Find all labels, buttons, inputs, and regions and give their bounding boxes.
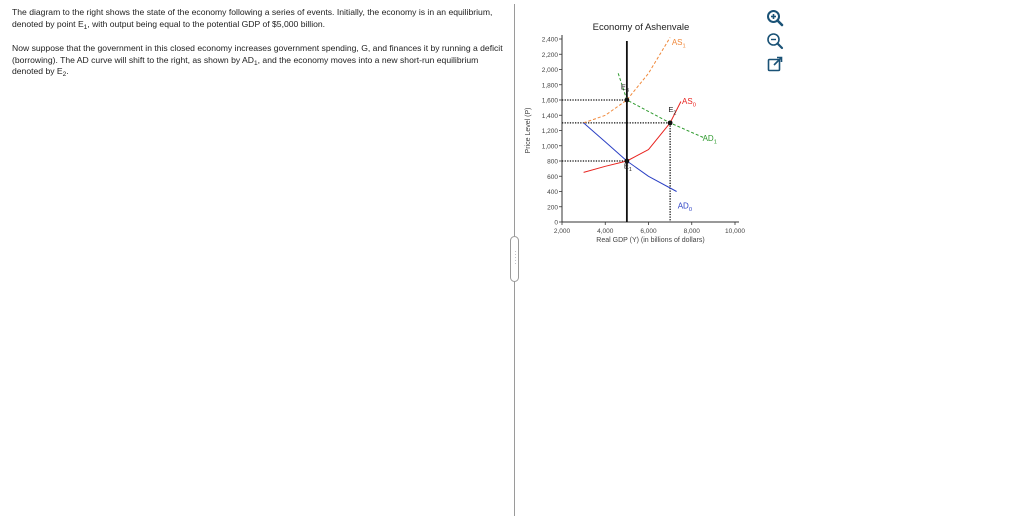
y-tick-label: 1,200 bbox=[542, 128, 559, 135]
x-tick-label: 8,000 bbox=[684, 228, 701, 235]
y-tick-label: 400 bbox=[547, 189, 558, 196]
equilibrium-point-e3 bbox=[624, 97, 630, 103]
q2-sub2: 2 bbox=[62, 71, 67, 78]
pane-resize-handle[interactable]: · · · · · bbox=[510, 236, 519, 282]
x-tick-label: 10,000 bbox=[725, 228, 745, 235]
curve-label-as0: AS0 bbox=[682, 97, 696, 109]
question-pane: The diagram to the right shows the state… bbox=[12, 7, 508, 78]
question-paragraph-2: Now suppose that the government in this … bbox=[12, 43, 508, 78]
x-tick-label: 6,000 bbox=[640, 228, 657, 235]
graph-toolbar bbox=[765, 8, 787, 77]
q1-text-b: , with output being equal to the potenti… bbox=[87, 18, 326, 29]
equilibrium-label-e3: E3 bbox=[621, 82, 629, 94]
expand-icon bbox=[767, 58, 781, 72]
y-tick-label: 2,400 bbox=[542, 37, 559, 44]
y-tick-label: 1,800 bbox=[542, 82, 559, 89]
y-tick-label: 200 bbox=[547, 204, 558, 211]
y-tick-label: 1,600 bbox=[542, 98, 559, 105]
y-tick-label: 1,400 bbox=[542, 113, 559, 120]
y-tick-label: 2,200 bbox=[542, 52, 559, 59]
question-paragraph-1: The diagram to the right shows the state… bbox=[12, 7, 508, 30]
zoom-out-button[interactable] bbox=[765, 31, 785, 51]
y-tick-label: 600 bbox=[547, 174, 558, 181]
q2-text-c: . bbox=[66, 66, 69, 76]
equilibrium-point-e2 bbox=[667, 120, 673, 126]
expand-button[interactable] bbox=[765, 54, 785, 74]
curve-label-ad1: AD1 bbox=[703, 134, 717, 146]
q2-text-b: , and the economy moves into a new short… bbox=[12, 54, 479, 77]
curve-ad0 bbox=[583, 122, 677, 192]
zoom-in-button[interactable] bbox=[765, 8, 785, 28]
equilibrium-point-e1 bbox=[624, 158, 630, 164]
drag-dots-icon: · · · · · bbox=[514, 249, 517, 267]
chart-title: Economy of Ashenvale bbox=[593, 22, 690, 33]
curve-as0 bbox=[583, 101, 682, 173]
chart: Economy of Ashenvale 0 200 400 600 800 1,000 1,… bbox=[525, 22, 745, 244]
zoom-out-icon bbox=[767, 33, 780, 46]
q2-sub: 1 bbox=[254, 59, 258, 67]
equilibrium-label-e2: E2 bbox=[668, 105, 676, 117]
zoom-in-icon bbox=[767, 10, 780, 23]
q2-text-a: Now suppose that the government in this … bbox=[12, 43, 503, 65]
q1-text-a: The diagram to the right shows the state… bbox=[12, 7, 493, 29]
equilibrium-label-e1: E1 bbox=[624, 162, 632, 174]
curve-ad1 bbox=[617, 73, 705, 139]
y-tick-label: 1,000 bbox=[542, 143, 559, 150]
curve-label-ad0: AD0 bbox=[678, 201, 692, 213]
y-tick-label: 0 bbox=[554, 220, 558, 227]
y-tick-label: 2,000 bbox=[542, 67, 559, 74]
y-tick-label: 800 bbox=[547, 159, 558, 166]
x-tick-label: 2,000 bbox=[554, 228, 571, 235]
curve-as1 bbox=[583, 37, 671, 124]
curve-label-as1: AS1 bbox=[672, 38, 686, 50]
x-axis-label: Real GDP (Y) (in billions of dollars) bbox=[596, 237, 704, 244]
x-tick-label: 4,000 bbox=[597, 228, 614, 235]
q1-sub: 1 bbox=[83, 23, 88, 31]
y-axis-label: Price Level (P) bbox=[525, 108, 532, 154]
